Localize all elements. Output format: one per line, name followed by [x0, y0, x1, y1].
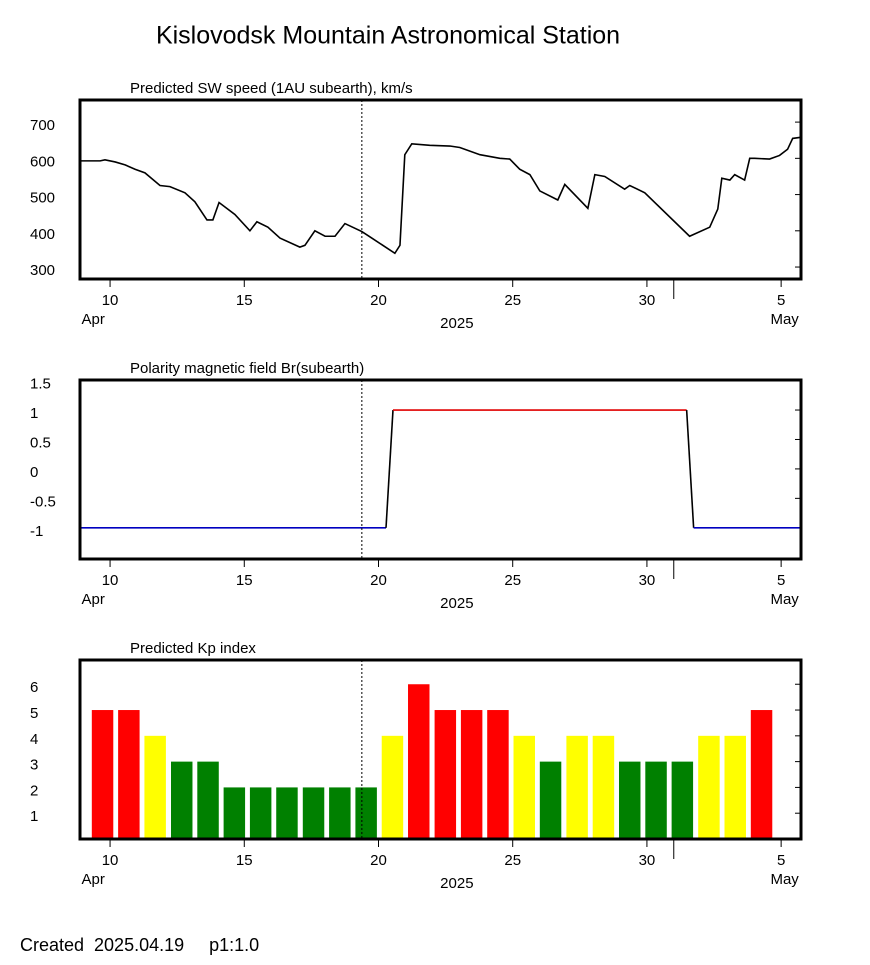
x-tick-label: 15: [236, 572, 253, 589]
x-tick-label: 30: [639, 292, 656, 309]
kp-bar: [329, 787, 351, 839]
plot-frame: [78, 98, 803, 281]
month-label: May: [770, 591, 799, 608]
x-tick-label: 30: [639, 572, 656, 589]
month-label: Apr: [81, 311, 104, 328]
kp-bar: [144, 735, 166, 839]
y-tick-label: 400: [30, 226, 55, 243]
kp-bar: [276, 787, 298, 839]
chart-subtitle: Polarity magnetic field Br(subearth): [130, 360, 364, 377]
kp-bar: [197, 761, 219, 839]
plot-frame: [78, 658, 803, 841]
kp-bar: [302, 787, 325, 839]
year-label: 2025: [440, 315, 473, 332]
kp-bar: [698, 735, 720, 839]
y-tick-label: 500: [30, 190, 55, 207]
kp-bar: [355, 787, 377, 839]
x-tick-label: 10: [102, 572, 119, 589]
x-tick-label: 5: [777, 292, 785, 309]
chart-subtitle: Predicted Kp index: [130, 640, 256, 657]
month-label: Apr: [81, 871, 104, 888]
x-tick-label: 15: [236, 292, 253, 309]
x-tick-label: 25: [504, 572, 521, 589]
kp-bar: [91, 710, 114, 839]
kp-bar: [566, 735, 588, 839]
kp-bar: [434, 710, 457, 839]
page-title: Kislovodsk Mountain Astronomical Station: [156, 22, 620, 50]
month-label: May: [770, 311, 799, 328]
y-tick-label: 4: [30, 731, 38, 748]
kp-bar: [408, 684, 430, 839]
y-tick-label: 3: [30, 757, 38, 774]
month-label: May: [770, 871, 799, 888]
kp-bar: [249, 787, 272, 839]
kp-bar: [118, 710, 140, 839]
y-tick-label: 6: [30, 679, 38, 696]
x-tick-label: 20: [370, 292, 387, 309]
x-tick-label: 10: [102, 292, 119, 309]
y-tick-label: 300: [30, 262, 55, 279]
kp-bar: [619, 761, 641, 839]
kp-bar: [671, 761, 694, 839]
x-tick-label: 15: [236, 852, 253, 869]
kp-bar: [381, 735, 404, 839]
plot-frame: [78, 378, 803, 561]
kp-bar: [645, 761, 667, 839]
y-tick-label: 700: [30, 117, 55, 134]
y-tick-label: 0.5: [30, 434, 51, 451]
kp-bar: [223, 787, 246, 839]
year-label: 2025: [440, 875, 473, 892]
x-tick-label: 25: [504, 852, 521, 869]
x-tick-label: 10: [102, 852, 119, 869]
kp-bar: [750, 710, 773, 839]
x-tick-label: 20: [370, 572, 387, 589]
x-tick-label: 5: [777, 572, 785, 589]
kp-bar: [170, 761, 193, 839]
y-tick-label: 600: [30, 153, 55, 170]
x-tick-label: 5: [777, 852, 785, 869]
year-label: 2025: [440, 595, 473, 612]
y-tick-label: 5: [30, 705, 38, 722]
polarity-segment: [685, 409, 695, 528]
y-tick-label: 1: [30, 405, 38, 422]
chart-subtitle: Predicted SW speed (1AU subearth), km/s: [130, 80, 413, 97]
x-tick-label: 20: [370, 852, 387, 869]
y-tick-label: 1.5: [30, 376, 51, 393]
kp-bar: [513, 735, 535, 839]
y-tick-label: -0.5: [30, 493, 56, 510]
kp-bar: [592, 735, 615, 839]
y-tick-label: 1: [30, 808, 38, 825]
kp-bar: [487, 710, 509, 839]
polarity-segment: [385, 409, 394, 528]
y-tick-label: 0: [30, 464, 38, 481]
kp-bar: [539, 761, 562, 839]
footer: Created 2025.04.19 p1:1.0: [20, 935, 259, 955]
month-label: Apr: [81, 591, 104, 608]
kp-bar: [724, 735, 746, 839]
x-tick-label: 30: [639, 852, 656, 869]
x-tick-label: 25: [504, 292, 521, 309]
kp-bar: [460, 710, 483, 839]
sw-speed-line: [80, 136, 801, 255]
y-tick-label: 2: [30, 782, 38, 799]
y-tick-label: -1: [30, 523, 43, 540]
